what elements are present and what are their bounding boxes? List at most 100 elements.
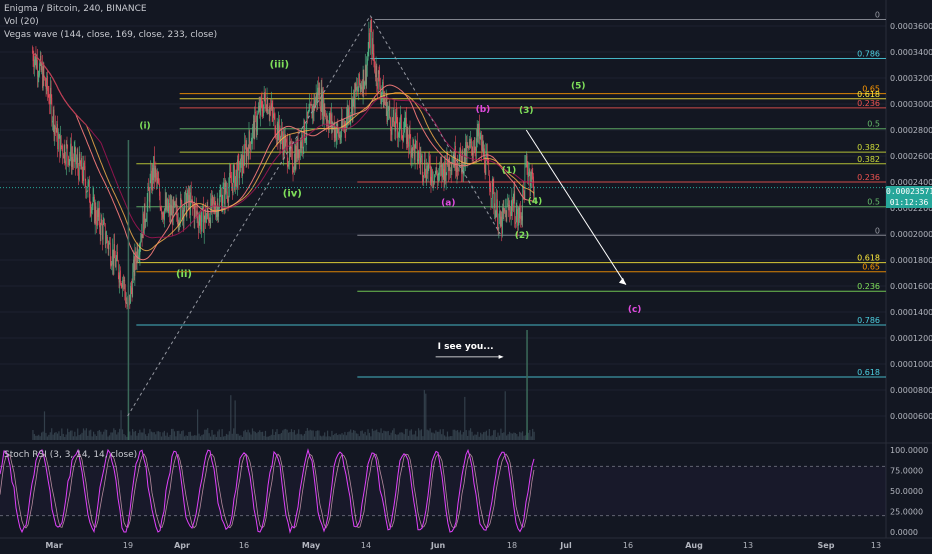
candle-body	[421, 155, 422, 158]
volume-bar	[417, 428, 420, 440]
candle-body	[327, 119, 329, 126]
candle-body	[83, 162, 84, 181]
candle-body	[74, 147, 76, 153]
candle-body	[287, 164, 289, 167]
candle-body	[420, 157, 422, 164]
candle-body	[104, 223, 106, 244]
volume-bar	[364, 431, 366, 440]
volume-bar	[287, 432, 290, 440]
volume-bar	[191, 435, 193, 440]
candle-body	[447, 151, 448, 165]
candle-body	[520, 216, 522, 219]
volume-bar	[331, 430, 333, 440]
candle-body	[363, 69, 365, 89]
candle-body	[532, 174, 534, 177]
candle-body	[399, 119, 401, 131]
candle-body	[457, 165, 458, 170]
candle-body	[45, 85, 47, 90]
volume-bar	[480, 432, 482, 440]
candle-body	[320, 89, 322, 111]
volume-bar	[387, 430, 389, 440]
volume-bar	[347, 432, 349, 440]
volume-bar	[517, 436, 519, 440]
candle-body	[499, 211, 501, 227]
candle-body	[319, 87, 321, 107]
candle-body	[125, 291, 126, 303]
candle-body	[264, 92, 266, 99]
volume-bar	[97, 431, 99, 440]
candle-body	[469, 142, 471, 144]
candle-body	[228, 186, 230, 202]
candle-body	[133, 259, 134, 273]
candle-body	[278, 119, 279, 141]
volume-bar	[446, 431, 449, 440]
volume-bar	[296, 433, 298, 440]
candle-body	[519, 207, 521, 213]
candle-body	[195, 206, 197, 214]
candle-body	[123, 279, 125, 281]
volume-bar	[376, 429, 378, 440]
candle-body	[175, 203, 177, 206]
wave-label: (v)	[363, 0, 377, 2]
candle-body	[397, 127, 399, 138]
candle-body	[63, 155, 64, 159]
volume-bar	[224, 436, 226, 440]
candle-body	[328, 120, 330, 131]
candle-body	[303, 120, 305, 148]
volume-bar	[500, 428, 502, 440]
candle-body	[470, 139, 471, 144]
candle-body	[301, 135, 303, 149]
time-axis-label: 14	[361, 541, 371, 550]
candle-body	[117, 252, 118, 262]
candle-body	[437, 173, 438, 181]
candle-body	[206, 207, 208, 217]
candle-body	[127, 303, 128, 307]
volume-bar	[456, 430, 459, 440]
wave-label: (iii)	[270, 60, 289, 71]
volume-bar	[144, 434, 147, 440]
volume-bar	[91, 436, 93, 440]
candle-body	[359, 73, 360, 86]
volume-bar	[325, 436, 327, 440]
candle-body	[453, 158, 455, 167]
candle-body	[259, 105, 261, 116]
volume-bar	[188, 432, 190, 440]
candle-body	[475, 150, 477, 152]
candle-body	[126, 302, 128, 307]
volume-bar	[445, 436, 447, 440]
volume-bar	[373, 430, 375, 440]
volume-bar	[435, 430, 437, 440]
candle-body	[99, 227, 101, 236]
volume-bar	[113, 428, 115, 440]
volume-bar	[407, 435, 410, 440]
volume-bar	[61, 428, 63, 440]
candle-body	[137, 247, 139, 259]
volume-bar	[285, 428, 287, 440]
candle-body	[248, 131, 250, 160]
volume-bar	[231, 433, 233, 440]
candle-body	[114, 244, 115, 258]
candle-body	[440, 164, 442, 167]
volume-bar	[389, 435, 391, 440]
candle-body	[151, 170, 152, 190]
volume-bar	[400, 432, 402, 440]
volume-bar	[85, 428, 87, 440]
candle-body	[528, 169, 530, 173]
candle-body	[471, 139, 472, 148]
volume-bar	[240, 435, 242, 440]
candle-body	[182, 210, 183, 219]
candle-body	[336, 133, 337, 141]
candle-body	[310, 103, 311, 106]
candle-body	[307, 111, 308, 118]
candle-body	[402, 138, 404, 142]
candle-body	[195, 205, 196, 207]
volume-bar	[217, 431, 219, 440]
candle-body	[391, 117, 393, 135]
candle-body	[518, 218, 519, 226]
candle-body	[291, 147, 292, 149]
candle-body	[202, 205, 204, 208]
candle-body	[69, 156, 71, 160]
candle-body	[120, 270, 121, 285]
volume-bar	[56, 433, 59, 440]
